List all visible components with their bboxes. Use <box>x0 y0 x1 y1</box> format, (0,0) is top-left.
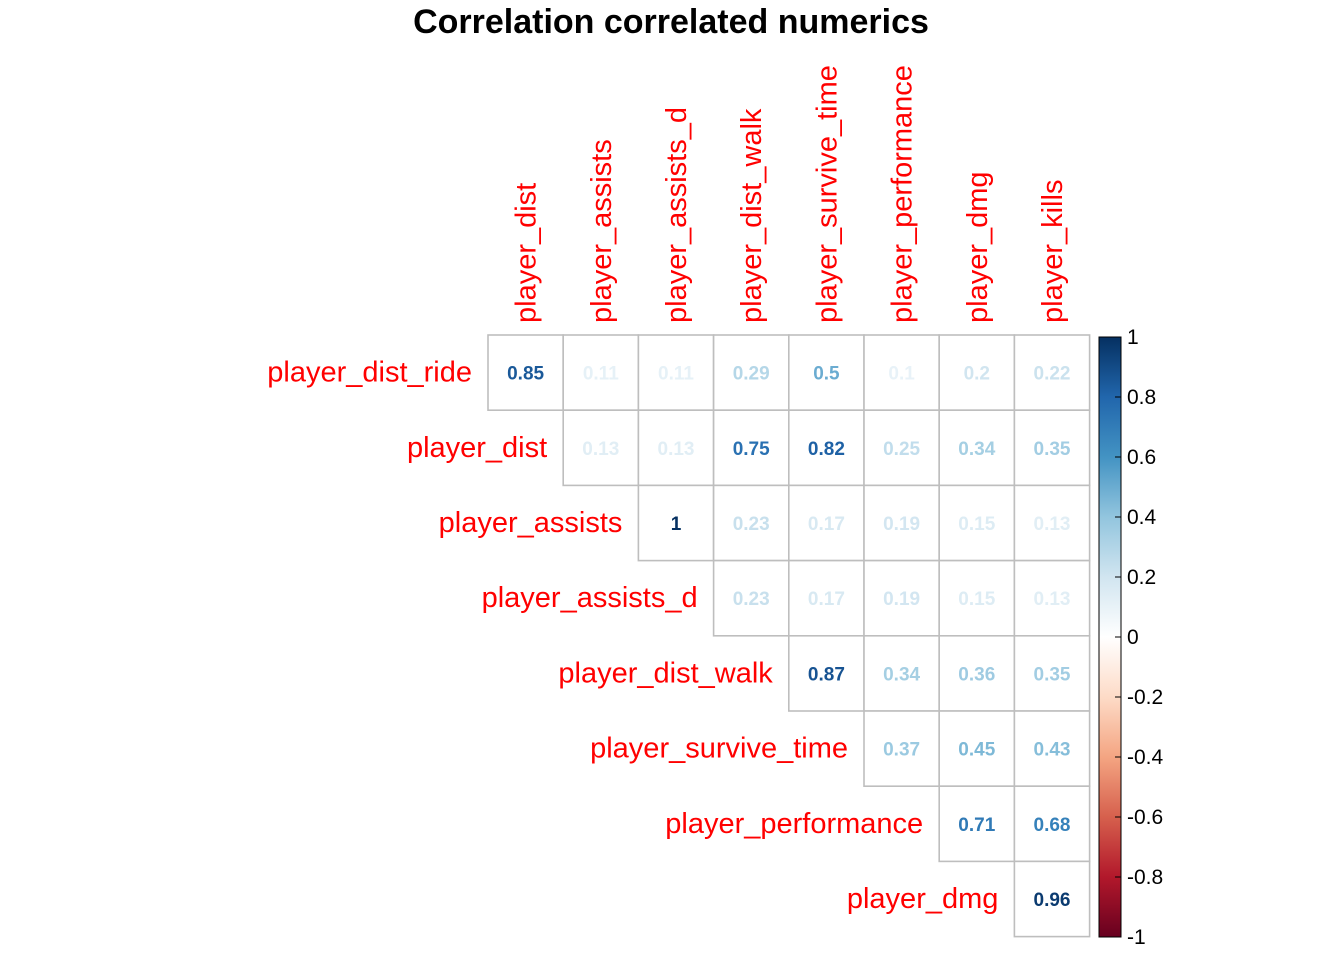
cell-value-label: 0.1 <box>888 364 915 385</box>
heatmap-cell <box>562 334 640 411</box>
cell-value-label: 0.17 <box>808 514 845 535</box>
cell-value-label: 0.23 <box>733 514 770 535</box>
heatmap-cell <box>938 484 1016 562</box>
cell-value-label: 0.37 <box>883 740 920 761</box>
colorbar-tick-label: -0.6 <box>1127 806 1163 829</box>
row-label: player_dist <box>407 432 547 464</box>
row-label: player_assists <box>439 507 623 539</box>
column-label: player_kills <box>1037 180 1069 323</box>
colorbar-tick-label: -0.2 <box>1127 686 1163 709</box>
colorbar-tick-label: -0.4 <box>1127 746 1164 769</box>
cell-value-label: 0.96 <box>1034 890 1071 911</box>
colorbar-tick-label: 0 <box>1127 626 1139 649</box>
heatmap-cell <box>787 409 865 487</box>
heatmap-cell <box>562 409 640 487</box>
colorbar-tick-label: 0.8 <box>1127 386 1156 409</box>
cell-value-label: 0.25 <box>883 439 920 460</box>
column-label: player_assists <box>586 139 618 323</box>
cell-value-label: 0.11 <box>583 364 619 385</box>
cell-value-label: 0.71 <box>958 815 995 836</box>
colorbar: 1 0.8 0.6 0.4 0.2 0 -0.2 -0.4 -0.6 -0.8 -1 <box>1098 326 1164 949</box>
cell-value-label: 0.45 <box>958 740 995 761</box>
row-labels: player_dist_ride player_dist player_assist… <box>267 357 998 915</box>
heatmap-cell <box>787 634 865 712</box>
column-labels: player_dist player_assists player_assists_… <box>511 65 1069 323</box>
cell-value-label: 0.29 <box>733 364 770 385</box>
cell-value-label: 0.19 <box>883 514 920 535</box>
cell-value-label: 0.22 <box>1034 364 1071 385</box>
heatmap-cells: 0.85 0.11 0.11 0.29 0.5 0.1 0.2 0.22 0.13 0.13 0.7… <box>487 334 1091 938</box>
heatmap-cell <box>938 409 1016 487</box>
colorbar-tick-label: -1 <box>1127 926 1146 949</box>
heatmap-cell <box>863 710 940 787</box>
column-label: player_dmg <box>962 171 994 323</box>
colorbar-tick-label: 0.4 <box>1127 506 1157 529</box>
heatmap-cell <box>863 634 940 712</box>
heatmap-cell <box>1013 559 1091 637</box>
row-label: player_dist_ride <box>267 357 472 389</box>
heatmap-cell <box>863 484 940 562</box>
cell-value-label: 0.82 <box>808 439 845 460</box>
chart-title: Correlation correlated numerics <box>413 3 929 41</box>
cell-value-label: 0.68 <box>1034 815 1071 836</box>
cell-value-label: 0.75 <box>733 439 770 460</box>
heatmap-cell <box>1013 334 1091 411</box>
cell-value-label: 0.2 <box>964 364 990 385</box>
row-label: player_assists_d <box>482 582 698 614</box>
cell-value-label: 0.19 <box>883 589 920 610</box>
heatmap-cell <box>787 484 865 562</box>
row-label: player_survive_time <box>590 733 848 765</box>
heatmap-cell <box>938 785 1016 863</box>
cell-value-label: 0.43 <box>1034 740 1071 761</box>
cell-value-label: 0.35 <box>1034 439 1071 460</box>
cell-value-label: 0.11 <box>658 364 694 385</box>
heatmap-cell <box>712 559 790 637</box>
cell-value-label: 0.85 <box>507 364 544 385</box>
colorbar-tick-label: -0.8 <box>1127 866 1163 889</box>
heatmap-cell <box>1013 710 1091 787</box>
column-label: player_dist <box>511 183 543 323</box>
cell-value-label: 0.34 <box>958 439 995 460</box>
cell-value-label: 0.13 <box>1034 514 1071 535</box>
cell-value-label: 1 <box>671 514 682 535</box>
heatmap-cell <box>637 409 715 487</box>
cell-value-label: 0.35 <box>1034 664 1071 685</box>
cell-value-label: 0.13 <box>1034 589 1071 610</box>
cell-value-label: 0.5 <box>813 364 840 385</box>
heatmap-cell <box>787 559 865 637</box>
colorbar-tick-label: 1 <box>1127 326 1139 349</box>
heatmap-cell <box>637 484 715 562</box>
cell-value-label: 0.36 <box>958 664 995 685</box>
heatmap-cell <box>487 334 564 411</box>
column-label: player_performance <box>887 65 919 323</box>
cell-value-label: 0.15 <box>958 514 995 535</box>
cell-value-label: 0.23 <box>733 589 770 610</box>
column-label: player_dist_walk <box>736 108 768 323</box>
cell-value-label: 0.17 <box>808 589 845 610</box>
row-label: player_dist_walk <box>558 657 773 689</box>
cell-value-label: 0.13 <box>658 439 695 460</box>
cell-value-label: 0.34 <box>883 664 920 685</box>
heatmap-cell <box>863 334 940 411</box>
heatmap-cell <box>1013 484 1091 562</box>
cell-value-label: 0.15 <box>958 589 995 610</box>
heatmap-cell <box>1013 634 1091 712</box>
colorbar-tick-label: 0.2 <box>1127 566 1156 589</box>
heatmap-cell <box>1013 860 1091 938</box>
colorbar-tick-label: 0.6 <box>1127 446 1156 469</box>
cell-value-label: 0.87 <box>808 664 845 685</box>
column-label: player_survive_time <box>811 65 843 323</box>
row-label: player_performance <box>665 808 923 840</box>
heatmap-cell <box>637 334 715 411</box>
heatmap-cell <box>938 634 1016 712</box>
column-label: player_assists_d <box>661 107 693 323</box>
row-label: player_dmg <box>847 883 999 915</box>
cell-value-label: 0.13 <box>582 439 619 460</box>
heatmap-cell <box>712 484 790 562</box>
